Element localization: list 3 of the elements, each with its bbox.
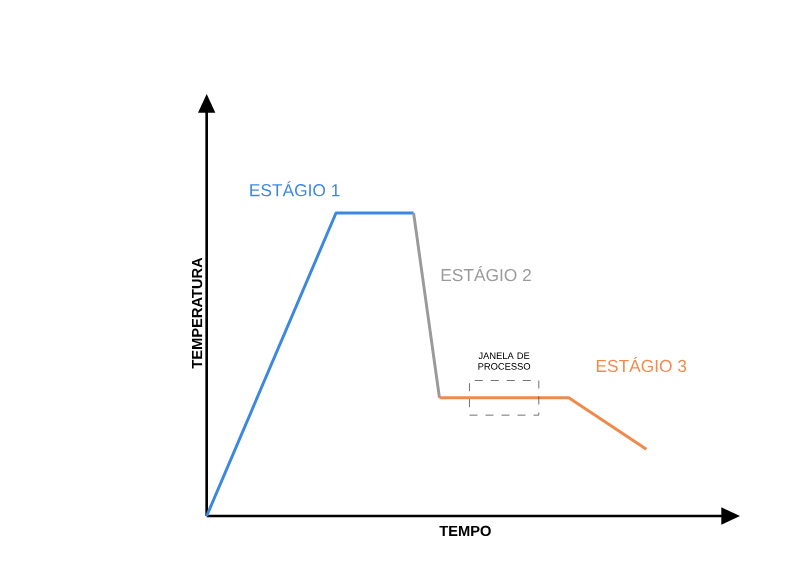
series-label: ESTÁGIO 2 bbox=[441, 266, 531, 282]
text: ESTÁGIO 3 bbox=[596, 356, 687, 373]
series-label: ESTÁGIO 1 bbox=[250, 181, 340, 197]
